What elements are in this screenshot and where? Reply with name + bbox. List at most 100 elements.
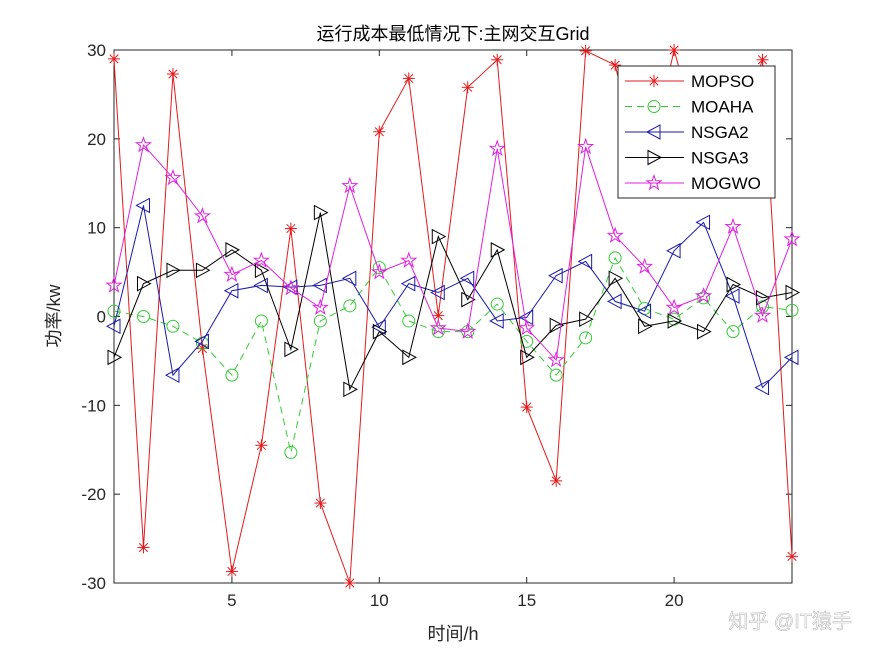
- triangle-shape: [400, 275, 416, 292]
- data-point: [341, 176, 359, 194]
- data-point: [252, 251, 270, 268]
- data-point: [402, 314, 416, 328]
- legend-item-mogwo: MOGWO: [625, 173, 761, 193]
- axes: 5 10 15 20 -30 -20 -10 0 10 20 30: [81, 41, 793, 610]
- triangle-shape: [666, 242, 681, 259]
- data-point: [313, 314, 327, 328]
- data-point: [343, 381, 358, 398]
- data-point: [459, 322, 477, 339]
- triangle-shape: [313, 204, 329, 221]
- triangle-shape: [341, 270, 357, 287]
- asterisk-stroke: [227, 566, 237, 577]
- asterisk-stroke: [581, 46, 591, 56]
- data-point: [579, 331, 593, 345]
- triangle-shape: [430, 284, 445, 301]
- legend-label: MOAHA: [691, 98, 754, 117]
- triangle-shape: [520, 349, 535, 366]
- data-point: [431, 228, 447, 245]
- circle-shape: [402, 314, 416, 328]
- asterisk-stroke: [286, 223, 296, 234]
- legend-marker: [648, 75, 660, 87]
- data-point: [490, 242, 506, 258]
- y-tick-label: -20: [81, 485, 106, 504]
- series-moaha: [107, 251, 799, 459]
- data-point: [373, 125, 386, 138]
- data-point: [134, 136, 153, 153]
- data-point: [459, 270, 475, 287]
- data-point: [489, 313, 504, 329]
- data-point: [636, 257, 654, 275]
- data-point: [726, 325, 740, 339]
- data-point: [313, 204, 329, 221]
- triangle-shape: [645, 124, 661, 140]
- triangle-shape: [254, 262, 270, 279]
- data-point: [694, 287, 713, 304]
- data-point: [108, 52, 120, 65]
- triangle-shape: [697, 323, 712, 340]
- data-point: [343, 577, 356, 589]
- data-point: [370, 263, 388, 280]
- star-shape: [783, 230, 801, 247]
- series-line: [113, 205, 793, 389]
- y-tick-label: 20: [87, 130, 106, 149]
- star-shape: [645, 173, 663, 191]
- star-shape: [223, 265, 241, 283]
- triangle-shape: [607, 293, 622, 310]
- star-shape: [252, 251, 270, 268]
- star-shape: [134, 136, 153, 153]
- triangle-shape: [343, 381, 358, 398]
- data-point: [518, 318, 536, 336]
- data-point: [783, 349, 799, 366]
- circle-shape: [343, 299, 357, 313]
- legend-label: MOPSO: [691, 72, 754, 91]
- data-point: [284, 222, 297, 235]
- star-shape: [193, 207, 212, 224]
- asterisk-stroke: [374, 127, 384, 137]
- triangle-shape: [638, 318, 653, 335]
- data-point: [785, 303, 799, 317]
- y-tick-label: -30: [81, 574, 106, 593]
- asterisk-stroke: [757, 55, 768, 65]
- data-point: [223, 265, 241, 283]
- triangle-shape: [223, 282, 239, 299]
- triangle-shape: [754, 379, 770, 396]
- circle-shape: [225, 368, 239, 382]
- data-point: [579, 311, 594, 328]
- y-tick-label: 0: [97, 308, 106, 327]
- data-point: [105, 318, 121, 335]
- triangle-shape: [225, 242, 240, 258]
- data-point: [254, 314, 268, 328]
- triangle-shape: [785, 284, 801, 301]
- legend-marker: [645, 173, 663, 191]
- asterisk-stroke: [610, 60, 620, 70]
- asterisk-stroke: [109, 54, 119, 64]
- data-point: [577, 253, 593, 270]
- data-point: [136, 310, 150, 323]
- triangle-shape: [490, 242, 506, 258]
- circle-shape: [756, 300, 770, 314]
- data-point: [491, 53, 504, 66]
- data-point: [607, 293, 622, 310]
- triangle-shape: [636, 303, 652, 320]
- data-point: [490, 297, 504, 311]
- data-point: [314, 497, 327, 510]
- data-point: [107, 349, 123, 366]
- data-point: [194, 333, 209, 350]
- triangle-shape: [461, 291, 476, 308]
- data-point: [520, 349, 535, 366]
- legend-marker: [647, 100, 661, 113]
- star-shape: [311, 298, 329, 315]
- circle-shape: [520, 334, 534, 348]
- star-shape: [694, 287, 713, 304]
- circle-shape: [284, 445, 298, 459]
- star-shape: [724, 217, 742, 235]
- circle-shape: [608, 251, 622, 265]
- x-tick-label: 20: [665, 591, 684, 610]
- triangle-shape: [372, 323, 388, 340]
- circle-shape: [579, 331, 593, 345]
- star-shape: [518, 318, 536, 336]
- circle-shape: [549, 368, 563, 382]
- circle-shape: [166, 319, 180, 333]
- y-tick-label: -10: [81, 396, 106, 415]
